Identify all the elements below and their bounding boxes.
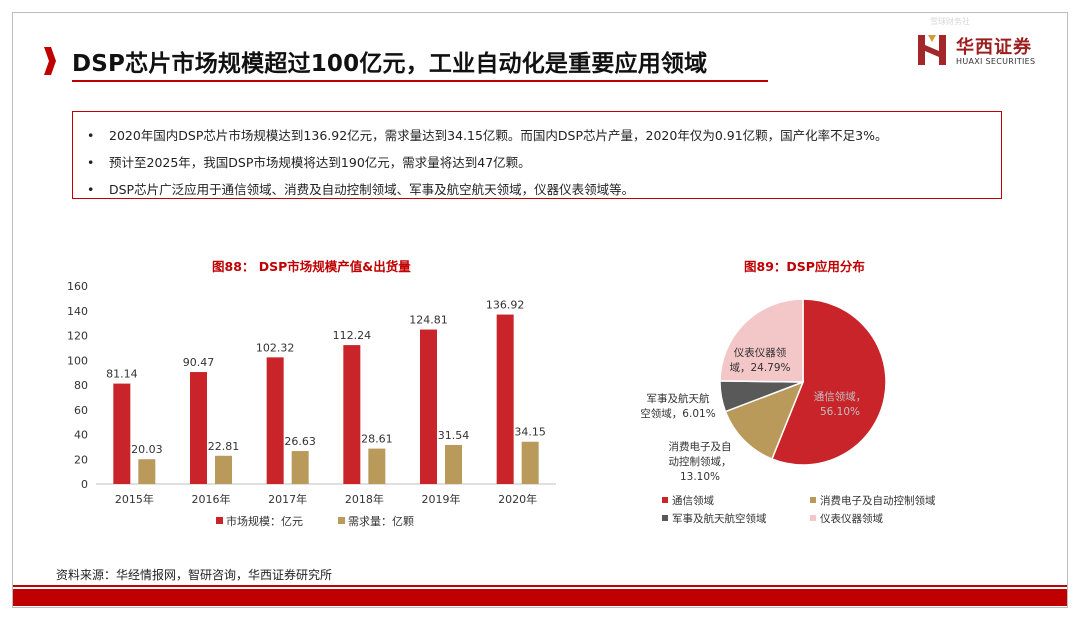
pie-label-line: 军事及航天航 <box>647 392 710 405</box>
data-label: 28.61 <box>361 433 393 446</box>
page-title: DSP芯片市场规模超过100亿元，工业自动化是重要应用领域 <box>72 51 708 77</box>
legend-label: 市场规模：亿元 <box>226 514 303 528</box>
summary-bullet-text: 预计至2025年，我国DSP市场规模将达到190亿元，需求量将达到47亿颗。 <box>109 155 531 170</box>
x-tick-label: 2020年 <box>498 492 537 506</box>
x-tick-label: 2015年 <box>115 492 154 506</box>
bar-market-size <box>113 383 131 484</box>
bar-market-size <box>266 357 284 484</box>
pie-label-line: 动控制领域， <box>669 455 732 468</box>
y-tick-label: 60 <box>74 404 88 417</box>
bar-demand <box>215 455 232 484</box>
pie-chart: 通信领域， 56.10% 消费电子及自动控制领域， 13.10% 军事及航天航空领域，6… <box>640 298 936 525</box>
logo-chinese-name: 华西证券 <box>956 37 1032 58</box>
y-tick-label: 140 <box>67 305 88 318</box>
pie-slice-label: 军事及航天航空领域，6.01% <box>640 392 715 420</box>
data-label: 31.54 <box>438 429 470 442</box>
pie-label-line: 通信领域， <box>814 390 867 403</box>
title-chevron-icon <box>44 47 56 75</box>
data-label: 26.63 <box>284 435 316 448</box>
legend-swatch <box>662 497 668 503</box>
legend-swatch <box>216 517 223 524</box>
bullet-dot-icon: • <box>87 155 95 170</box>
pie-slice-label: 通信领域， 56.10% <box>814 390 867 418</box>
pie-slice <box>770 298 887 466</box>
bar-chart-title: 图88： DSP市场规模产值&出货量 <box>212 259 411 274</box>
bar-demand <box>445 444 462 484</box>
source-note: 资料来源：华经情报网，智研咨询，华西证券研究所 <box>56 568 333 582</box>
bullet-dot-icon: • <box>87 182 95 197</box>
bar-demand <box>138 459 156 484</box>
bar-demand <box>521 441 539 484</box>
watermark: 雪球财务社 <box>930 17 970 26</box>
pie-chart-title: 图89：DSP应用分布 <box>744 259 865 274</box>
bar-demand <box>368 448 386 484</box>
legend-swatch <box>338 517 345 524</box>
summary-bullet: • 2020年国内DSP芯片市场规模达到136.92亿元，需求量达到34.15亿颗… <box>87 122 1001 149</box>
x-tick-label: 2016年 <box>192 492 231 506</box>
logo-english-name: HUAXI SECURITIES <box>956 57 1036 66</box>
data-label: 90.47 <box>183 356 215 369</box>
pie-label-line: 13.10% <box>680 471 720 483</box>
bar-demand <box>291 451 309 484</box>
y-tick-label: 160 <box>67 280 88 293</box>
x-tick-label: 2017年 <box>268 492 307 506</box>
bar-market-size <box>496 314 514 484</box>
data-label: 22.81 <box>208 440 240 453</box>
y-tick-label: 20 <box>74 453 88 466</box>
footer-bar <box>13 589 1067 606</box>
data-label: 102.32 <box>256 341 295 354</box>
footer-rule <box>13 585 1067 587</box>
pie-label-line: 域，24.79% <box>729 361 790 374</box>
data-label: 112.24 <box>333 329 372 342</box>
pie-slice <box>724 380 805 460</box>
legend-swatch <box>810 515 816 521</box>
pie-slice <box>719 298 804 383</box>
bar-market-size <box>420 329 437 484</box>
legend-label: 通信领域 <box>672 494 714 507</box>
x-tick-label: 2018年 <box>345 492 384 506</box>
y-tick-label: 40 <box>74 429 88 442</box>
slide-frame <box>12 12 1068 608</box>
bar-chart: 0 20 40 60 80 100 120 140 160 81.14 20.03 2015年 90.4… <box>67 280 556 528</box>
y-tick-label: 80 <box>74 379 88 392</box>
bar-market-size <box>343 345 361 484</box>
summary-bullet: • 预计至2025年，我国DSP市场规模将达到190亿元，需求量将达到47亿颗。 <box>87 149 1001 176</box>
legend-label: 消费电子及自动控制领域 <box>820 494 936 507</box>
data-label: 20.03 <box>131 443 163 456</box>
y-tick-label: 0 <box>81 478 88 491</box>
pie-slice-label: 仪表仪器领域，24.79% <box>729 346 790 374</box>
pie-label-line: 空领域，6.01% <box>640 407 715 420</box>
data-label: 81.14 <box>106 368 138 381</box>
bar-market-size <box>190 372 207 484</box>
summary-bullet-text: DSP芯片广泛应用于通信领域、消费及自动控制领域、军事及航空航天领域，仪器仪表领… <box>109 182 635 197</box>
legend-label: 军事及航天航空领域 <box>672 512 767 525</box>
data-label: 136.92 <box>486 299 524 312</box>
y-tick-label: 120 <box>67 330 88 343</box>
summary-bullet: • DSP芯片广泛应用于通信领域、消费及自动控制领域、军事及航空航天领域，仪器仪表… <box>87 176 1001 203</box>
legend-label: 仪表仪器领域 <box>820 512 883 525</box>
data-label: 124.81 <box>409 314 448 327</box>
bullet-dot-icon: • <box>87 128 95 143</box>
pie-label-line: 56.10% <box>820 406 860 418</box>
pie-label-line: 仪表仪器领 <box>734 346 787 359</box>
x-tick-label: 2019年 <box>422 492 461 506</box>
summary-box: • 2020年国内DSP芯片市场规模达到136.92亿元，需求量达到34.15亿颗… <box>72 111 1002 199</box>
pie-slice-label: 消费电子及自动控制领域， 13.10% <box>669 440 732 483</box>
huaxi-logo-icon <box>918 35 946 65</box>
legend-swatch <box>662 515 668 521</box>
pie-label-line: 消费电子及自 <box>669 440 732 453</box>
data-label: 34.15 <box>514 426 546 439</box>
y-tick-label: 100 <box>67 354 88 367</box>
title-underline <box>72 80 768 82</box>
legend-label: 需求量：亿颗 <box>348 515 414 528</box>
company-logo: 华西证券 HUAXI SECURITIES <box>916 31 1056 71</box>
summary-bullet-text: 2020年国内DSP芯片市场规模达到136.92亿元，需求量达到34.15亿颗。… <box>109 128 888 143</box>
legend-swatch <box>810 497 816 503</box>
